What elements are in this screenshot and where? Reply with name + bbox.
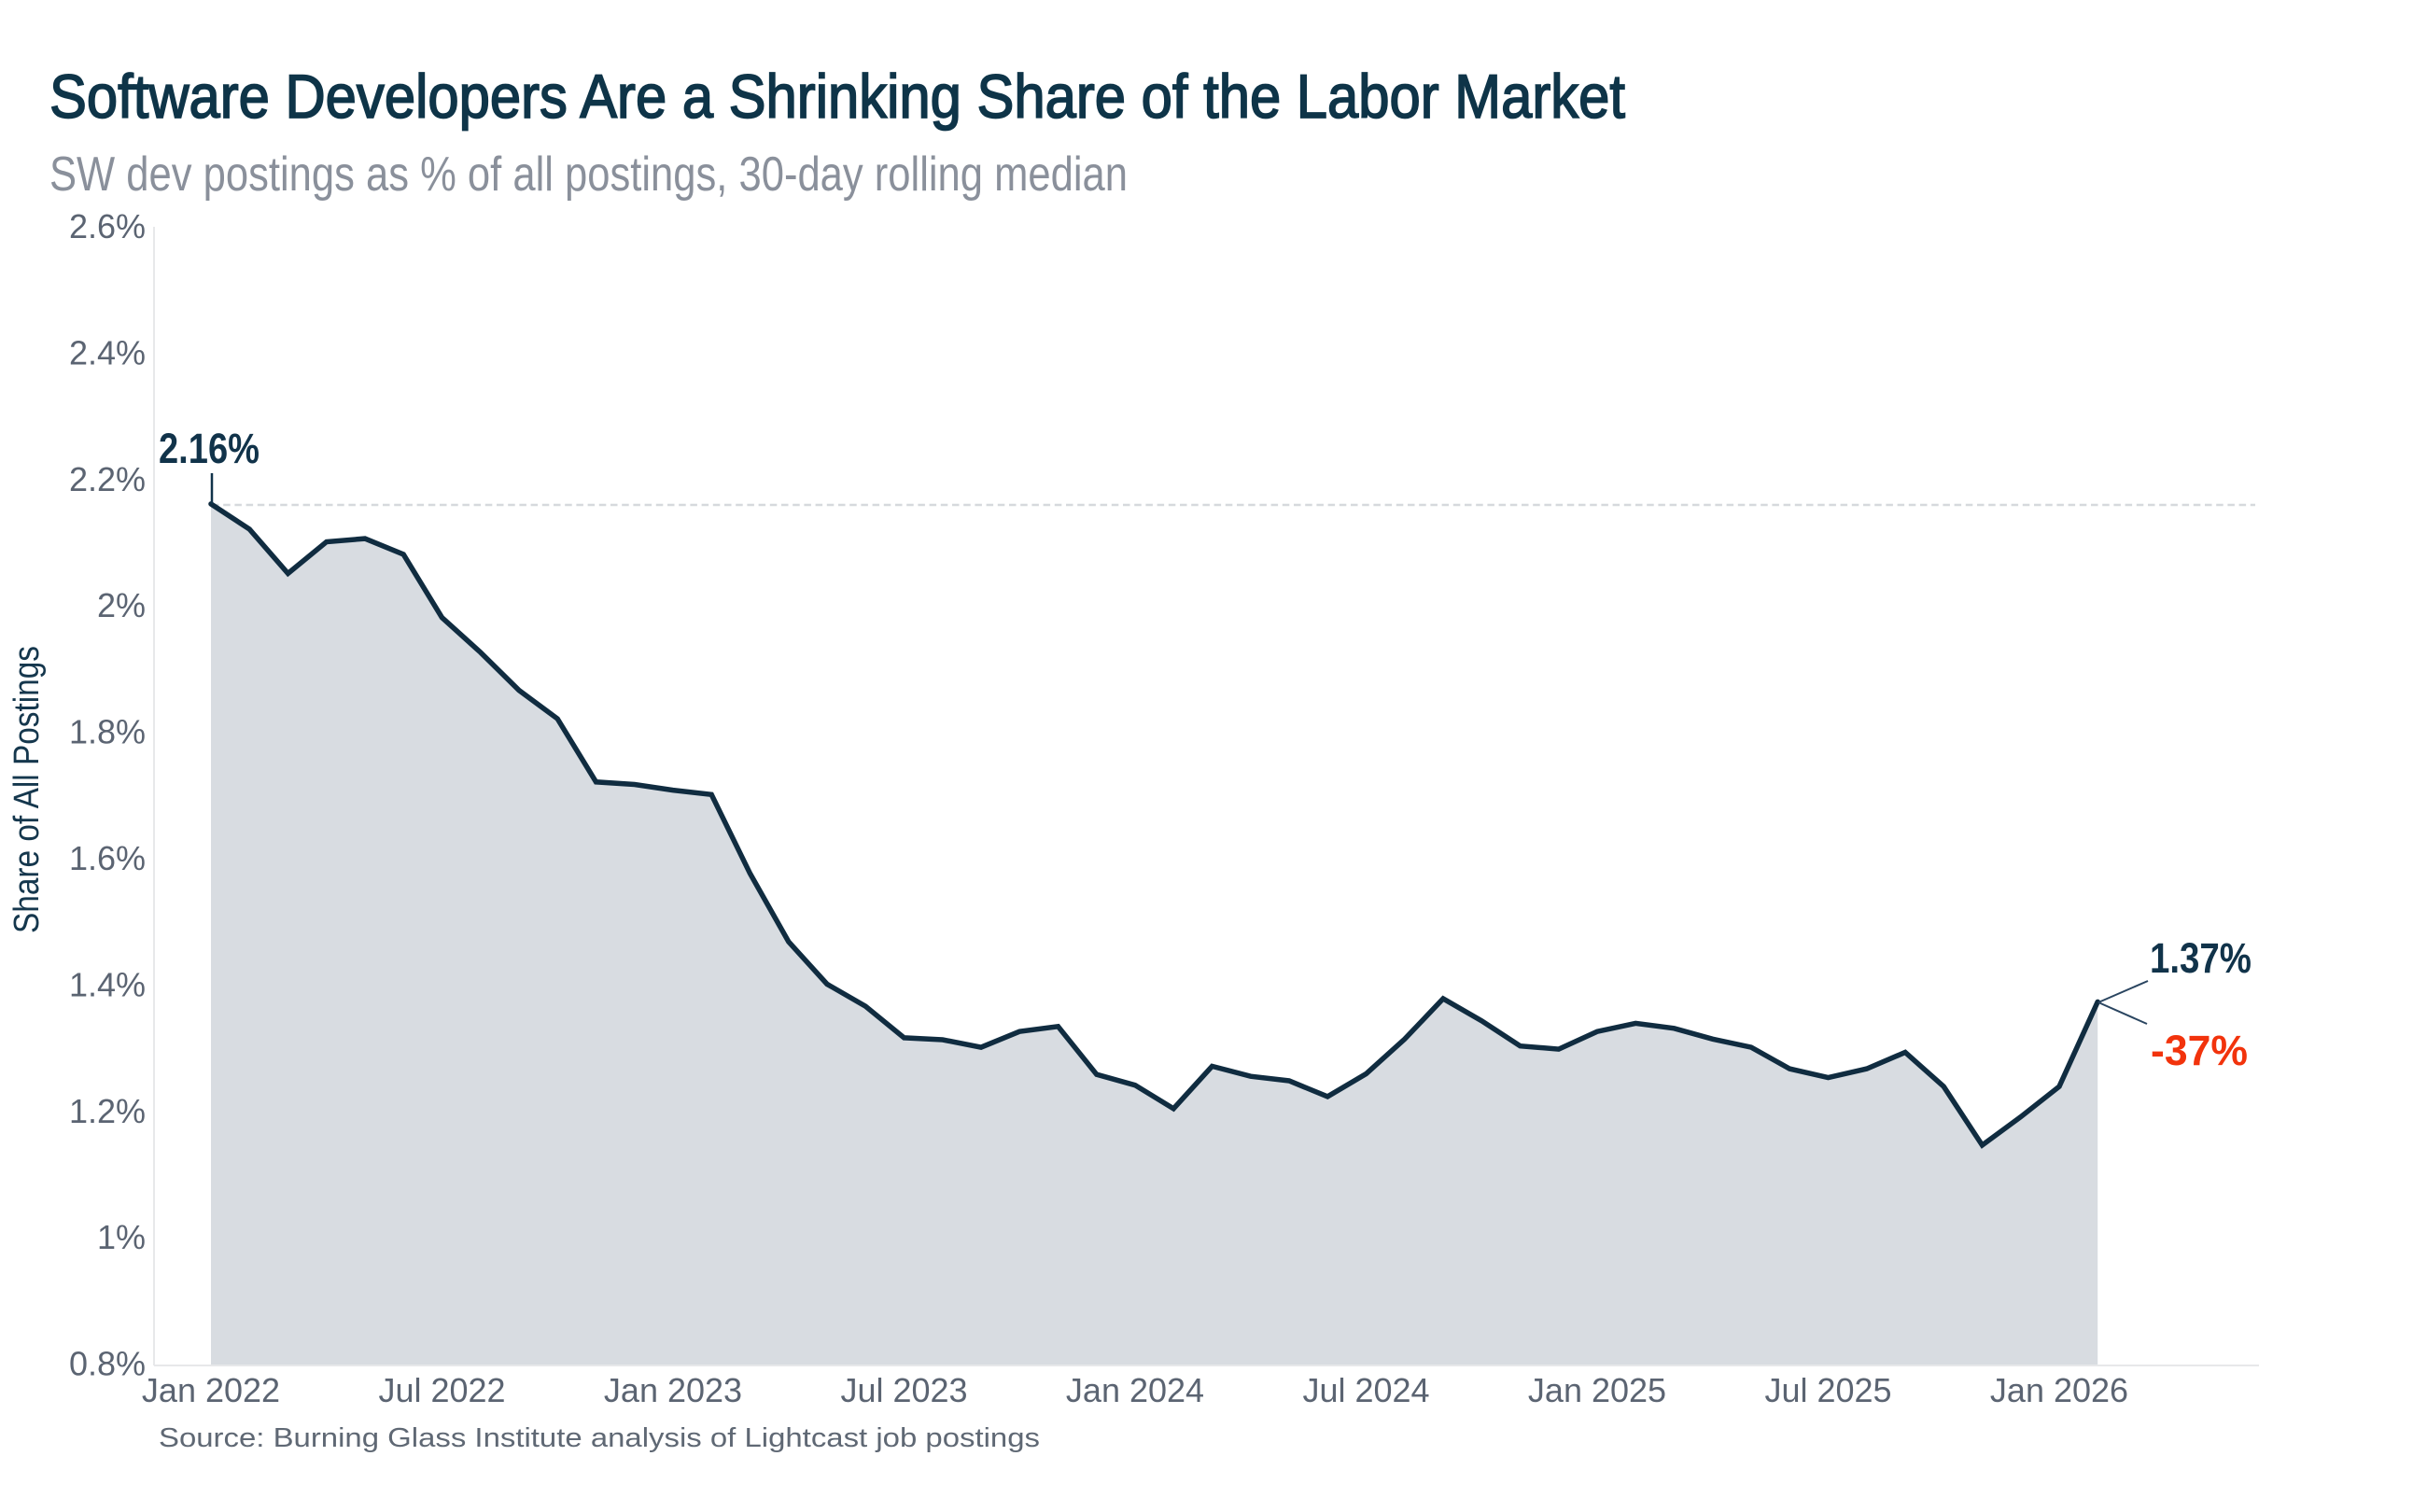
svg-text:2.4%: 2.4% xyxy=(69,333,146,371)
svg-text:Jul 2024: Jul 2024 xyxy=(1302,1371,1429,1409)
svg-text:Source: Burning Glass Institut: Source: Burning Glass Institute analysis… xyxy=(159,1423,1040,1453)
svg-text:Jul 2022: Jul 2022 xyxy=(378,1371,505,1409)
svg-text:Jul 2023: Jul 2023 xyxy=(840,1371,967,1409)
svg-text:-37%: -37% xyxy=(2151,1027,2248,1074)
svg-text:Software Developers Are a Shri: Software Developers Are a Shrinking Shar… xyxy=(49,62,1625,131)
svg-text:1.4%: 1.4% xyxy=(69,965,146,1003)
svg-text:0.8%: 0.8% xyxy=(69,1345,146,1383)
svg-text:Jan 2025: Jan 2025 xyxy=(1528,1371,1666,1409)
svg-text:SW dev postings as % of all po: SW dev postings as % of all postings, 30… xyxy=(49,147,1128,202)
svg-text:2.2%: 2.2% xyxy=(69,460,146,498)
svg-text:2.6%: 2.6% xyxy=(69,207,146,245)
svg-text:Jul 2025: Jul 2025 xyxy=(1764,1371,1891,1409)
svg-text:Share of All Postings: Share of All Postings xyxy=(7,646,47,933)
svg-text:Jan 2023: Jan 2023 xyxy=(604,1371,742,1409)
svg-text:1.8%: 1.8% xyxy=(69,713,146,751)
svg-text:1.6%: 1.6% xyxy=(69,839,146,877)
svg-text:2%: 2% xyxy=(97,586,146,624)
svg-text:Jan 2022: Jan 2022 xyxy=(142,1371,280,1409)
svg-text:Jan 2026: Jan 2026 xyxy=(1990,1371,2128,1409)
svg-text:1.2%: 1.2% xyxy=(69,1092,146,1130)
svg-text:2.16%: 2.16% xyxy=(159,425,260,472)
svg-text:1.37%: 1.37% xyxy=(2150,934,2252,982)
svg-text:1%: 1% xyxy=(97,1218,146,1256)
svg-text:Jan 2024: Jan 2024 xyxy=(1066,1371,1204,1409)
